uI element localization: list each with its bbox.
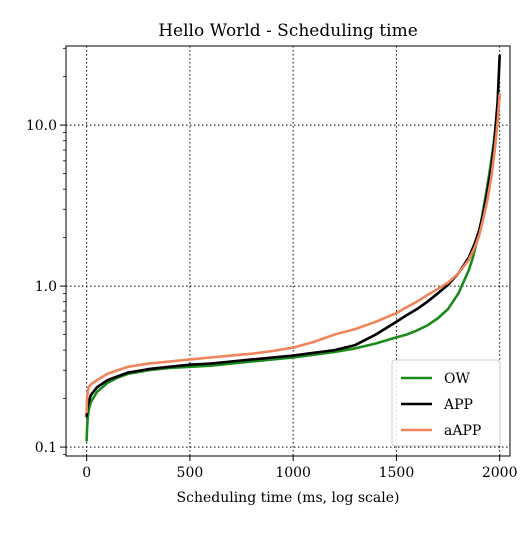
axis-ticks: 0 500 1000 1500 2000 0.1 1.0 10.0 [26, 47, 518, 481]
y-tick-label: 1.0 [35, 279, 57, 295]
chart-title: Hello World - Scheduling time [158, 21, 418, 41]
legend: OW APP aAPP [391, 359, 501, 447]
legend-label: aAPP [444, 423, 481, 439]
legend-label: OW [444, 371, 470, 387]
x-tick-label: 2000 [482, 465, 518, 481]
x-tick-label: 1000 [275, 465, 311, 481]
x-axis-label: Scheduling time (ms, log scale) [177, 490, 400, 506]
series-line-aapp [85, 93, 501, 414]
x-tick-label: 1500 [379, 465, 415, 481]
legend-box [391, 359, 501, 447]
grid-lines [66, 46, 510, 456]
plot-frame [65, 45, 511, 457]
y-tick-label: 0.1 [35, 440, 57, 456]
series-lines [85, 54, 501, 442]
x-tick-label: 500 [177, 465, 204, 481]
x-tick-label: 0 [82, 465, 91, 481]
y-tick-label: 10.0 [26, 118, 57, 134]
legend-label: APP [443, 397, 473, 413]
